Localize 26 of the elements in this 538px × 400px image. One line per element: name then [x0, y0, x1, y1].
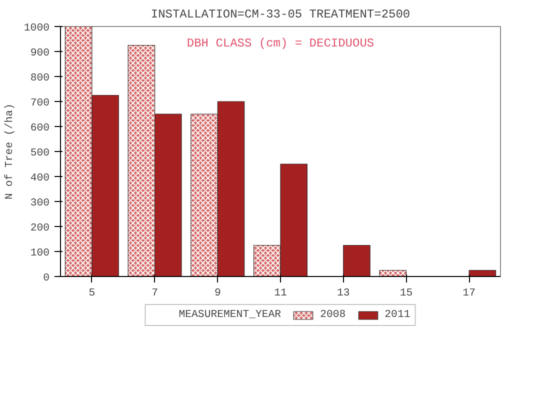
legend-label: 2011: [384, 309, 410, 321]
y-tick-label: 800: [30, 72, 50, 84]
y-tick-label: 600: [30, 122, 50, 134]
x-tick-label: 9: [214, 288, 221, 300]
legend-title: MEASUREMENT_YEAR: [178, 309, 282, 321]
y-axis-title: N of Tree (/ha): [4, 104, 16, 200]
y-tick-label: 900: [30, 48, 50, 60]
legend-label: 2008: [320, 309, 346, 321]
x-tick-label: 11: [274, 288, 287, 300]
y-tick-label: 0: [43, 272, 50, 284]
y-tick-label: 100: [30, 248, 50, 260]
annotation: DBH CLASS (cm) = DECIDUOUS: [186, 36, 374, 50]
chart-title: INSTALLATION=CM-33-05 TREATMENT=2500: [150, 8, 410, 22]
y-tick-label: 1000: [24, 22, 50, 34]
y-tick-label: 700: [30, 98, 50, 110]
y-tick-label: 200: [30, 222, 50, 234]
y-tick-label: 300: [30, 198, 50, 210]
y-tick-label: 400: [30, 172, 50, 184]
x-tick-label: 15: [400, 288, 413, 300]
x-tick-label: 5: [88, 288, 96, 300]
bar: [343, 244, 370, 276]
x-tick-label: 13: [336, 288, 350, 300]
x-tick-label: 17: [462, 288, 476, 300]
bar: [468, 270, 496, 276]
y-tick-label: 500: [30, 148, 50, 160]
x-tick-label: 7: [152, 288, 158, 300]
